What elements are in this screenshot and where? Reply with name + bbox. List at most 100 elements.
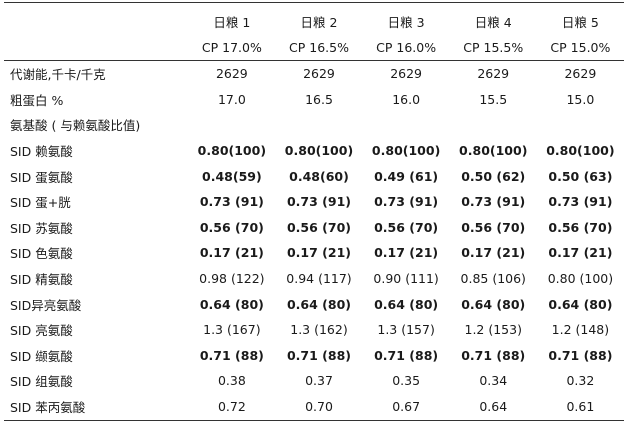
row-label: SID 缬氨酸 <box>10 348 73 364</box>
row-label: SID 蛋+胱 <box>10 195 71 211</box>
header-diet-4: 日粮 4 <box>474 14 512 30</box>
row-value-diet-4: 0.50 (62) <box>461 168 526 184</box>
row-value-diet-4 <box>450 112 537 138</box>
header-empty-cell <box>4 6 188 34</box>
row-value-diet-1: 17.0 <box>217 91 246 107</box>
header-diet-1: 日粮 1 <box>213 14 251 30</box>
row-value-diet-4: 0.64 <box>479 399 508 415</box>
table-row: SID异亮氨酸 0.64 (80) 0.64 (80) 0.64 (80) 0.64 (… <box>4 291 624 317</box>
row-value-diet-3: 0.73 (91) <box>374 194 439 210</box>
row-value-diet-2: 0.56 (70) <box>286 219 351 235</box>
row-label: SID 亮氨酸 <box>10 323 73 339</box>
header-diet-3: 日粮 3 <box>387 14 425 30</box>
row-value-diet-5: 0.64 (80) <box>548 296 613 312</box>
table-row: 氨基酸 ( 与赖氨酸比值) <box>4 112 624 138</box>
row-value-diet-1: 0.48(59) <box>202 168 262 184</box>
row-value-diet-2: 0.37 <box>305 373 333 389</box>
table-row: SID 精氨酸 0.98 (122) 0.94 (117) 0.90 (111) 0.8… <box>4 266 624 292</box>
row-value-diet-3: 0.64 (80) <box>374 296 439 312</box>
row-value-diet-1: 0.98 (122) <box>199 271 265 287</box>
header-cp-1: CP 17.0% <box>188 34 276 61</box>
row-value-diet-3: 1.3 (157) <box>377 322 435 338</box>
row-value-diet-4: 1.2 (153) <box>464 322 522 338</box>
row-value-diet-2: 2629 <box>303 66 335 82</box>
table-top-rule <box>4 2 624 3</box>
row-value-diet-1: 0.80(100) <box>197 143 267 159</box>
row-value-diet-5: 2629 <box>564 66 597 82</box>
row-label: SID 色氨酸 <box>10 246 73 262</box>
row-value-diet-3: 2629 <box>390 66 423 82</box>
row-value-diet-2: 0.73 (91) <box>286 194 351 210</box>
row-label: SID 组氨酸 <box>10 374 73 390</box>
table-row: 代谢能,千卡/千克 2629 2629 2629 2629 2629 <box>4 61 624 87</box>
table-row: SID 蛋氨酸 0.48(59) 0.48(60) 0.49 (61) 0.50 (62… <box>4 163 624 189</box>
row-value-diet-3 <box>363 112 450 138</box>
row-value-diet-2: 0.94 (117) <box>286 271 352 287</box>
row-value-diet-3: 16.0 <box>392 91 421 107</box>
row-value-diet-4: 0.17 (21) <box>461 245 526 261</box>
row-value-diet-3: 0.71 (88) <box>374 347 439 363</box>
row-value-diet-3: 0.67 <box>392 399 421 415</box>
table-row: SID 苏氨酸 0.56 (70) 0.56 (70) 0.56 (70) 0.56 (… <box>4 215 624 241</box>
row-value-diet-4: 0.71 (88) <box>461 347 526 363</box>
header-cp-4: CP 15.5% <box>449 34 537 61</box>
row-value-diet-2: 0.64 (80) <box>286 296 351 312</box>
row-label: SID 苯丙氨酸 <box>10 400 86 416</box>
table-bottom-rule <box>4 420 624 421</box>
row-value-diet-4: 0.64 (80) <box>461 296 526 312</box>
row-value-diet-3: 0.80(100) <box>371 143 441 159</box>
row-label: 氨基酸 ( 与赖氨酸比值) <box>10 118 141 134</box>
table-row: SID 赖氨酸 0.80(100) 0.80(100) 0.80(100) 0.80(1… <box>4 138 624 164</box>
row-value-diet-3: 0.90 (111) <box>373 271 439 287</box>
row-label: SID 精氨酸 <box>10 272 73 288</box>
row-value-diet-2: 16.5 <box>305 91 333 107</box>
row-value-diet-5: 0.71 (88) <box>548 347 613 363</box>
row-value-diet-4: 0.85 (106) <box>460 271 526 287</box>
row-value-diet-3: 0.17 (21) <box>374 245 439 261</box>
row-value-diet-1: 0.73 (91) <box>199 194 264 210</box>
row-value-diet-5: 0.50 (63) <box>548 168 613 184</box>
row-value-diet-1: 0.56 (70) <box>199 219 264 235</box>
row-value-diet-1: 0.38 <box>217 373 246 389</box>
row-label: 代谢能,千卡/千克 <box>10 67 106 83</box>
row-value-diet-3: 0.49 (61) <box>374 168 439 184</box>
row-label: SID 苏氨酸 <box>10 220 73 236</box>
row-value-diet-5: 0.80(100) <box>546 143 615 159</box>
table-row: 粗蛋白 % 17.0 16.5 16.0 15.5 15.0 <box>4 87 624 113</box>
row-value-diet-1: 0.72 <box>217 399 246 415</box>
row-value-diet-2: 0.17 (21) <box>286 245 351 261</box>
row-value-diet-5: 0.56 (70) <box>548 219 613 235</box>
row-value-diet-5: 0.80 (100) <box>547 271 614 287</box>
header-row-diets: 日粮 1 日粮 2 日粮 3 日粮 4 日粮 5 <box>4 6 624 34</box>
row-value-diet-5: 1.2 (148) <box>551 322 610 338</box>
row-value-diet-5: 0.32 <box>566 373 595 389</box>
table-body: 日粮 1 日粮 2 日粮 3 日粮 4 日粮 5 CP 17.0% CP 16.… <box>4 6 624 419</box>
header-cp-2: CP 16.5% <box>275 34 363 61</box>
row-value-diet-3: 0.56 (70) <box>374 219 439 235</box>
row-value-diet-2: 0.70 <box>305 399 333 415</box>
row-value-diet-2: 0.71 (88) <box>286 347 351 363</box>
row-value-diet-1 <box>188 112 275 138</box>
row-value-diet-5: 0.61 <box>566 399 595 415</box>
table-row: SID 色氨酸 0.17 (21) 0.17 (21) 0.17 (21) 0.17 (… <box>4 240 624 266</box>
row-value-diet-1: 0.71 (88) <box>199 347 264 363</box>
row-value-diet-2 <box>275 112 362 138</box>
row-label: 粗蛋白 % <box>10 92 64 108</box>
row-value-diet-4: 15.5 <box>479 91 508 107</box>
header-cp-5: CP 15.0% <box>536 34 624 61</box>
row-value-diet-1: 0.64 (80) <box>199 296 264 312</box>
row-value-diet-5 <box>537 112 624 138</box>
row-value-diet-4: 2629 <box>477 66 510 82</box>
row-value-diet-4: 0.56 (70) <box>461 219 526 235</box>
row-value-diet-5: 15.0 <box>566 91 595 107</box>
row-value-diet-5: 0.17 (21) <box>548 245 613 261</box>
header-empty-cell <box>4 34 189 61</box>
table-row: SID 苯丙氨酸 0.72 0.70 0.67 0.64 0.61 <box>4 394 624 420</box>
table-row: SID 亮氨酸 1.3 (167) 1.3 (162) 1.3 (157) 1.2 (1… <box>4 317 624 343</box>
header-row-cp: CP 17.0% CP 16.5% CP 16.0% CP 15.5% CP 1… <box>4 34 624 61</box>
header-cp-3: CP 16.0% <box>362 34 450 61</box>
row-label: SID 蛋氨酸 <box>10 169 73 185</box>
row-value-diet-5: 0.73 (91) <box>548 194 613 210</box>
row-value-diet-4: 0.73 (91) <box>461 194 526 210</box>
